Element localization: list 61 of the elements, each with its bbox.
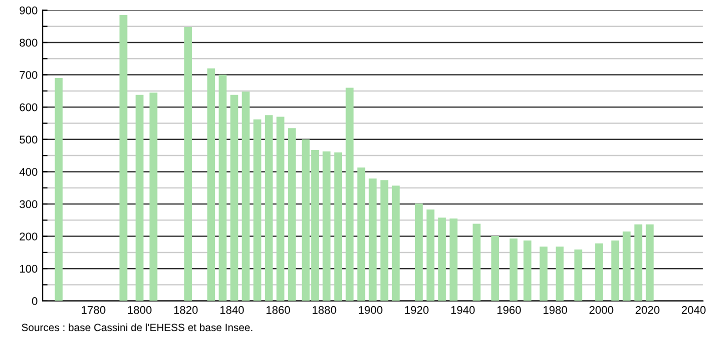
y-tick-label: 800 [20, 38, 38, 47]
bar [415, 204, 423, 301]
x-tick-label: 1960 [497, 306, 521, 314]
bar [392, 186, 400, 301]
y-tick-label: 200 [20, 232, 38, 240]
bar [426, 209, 434, 301]
y-tick-label: 700 [20, 71, 38, 79]
source-note: Sources : base Cassini de l'EHESS et base Insee. [22, 323, 252, 332]
x-tick-label: 1820 [174, 306, 198, 314]
bar [346, 88, 354, 301]
bar [595, 243, 603, 301]
bar [207, 68, 216, 301]
bar [438, 218, 446, 301]
x-tick-label: 2020 [636, 306, 660, 314]
y-tick-label: 400 [19, 168, 38, 176]
bar [540, 246, 548, 301]
bar [54, 78, 63, 301]
x-tick-label: 1940 [451, 306, 475, 314]
bar [136, 94, 144, 301]
bar [380, 180, 388, 301]
bar [288, 128, 296, 301]
bar [149, 92, 158, 301]
y-tick-label: 100 [20, 264, 38, 273]
y-tick-label: 500 [20, 136, 38, 144]
bar [622, 231, 631, 301]
x-tick-label: 1840 [220, 306, 244, 314]
bar [119, 15, 128, 301]
x-tick-label: 1920 [405, 306, 429, 314]
y-tick-label: 0 [32, 297, 38, 306]
bar [230, 94, 238, 301]
x-tick-label: 1860 [266, 306, 290, 314]
x-tick-label: 1900 [358, 306, 382, 314]
bar [491, 236, 500, 301]
bar [322, 151, 330, 301]
bar [556, 246, 564, 301]
bar [611, 240, 620, 301]
x-tick-label: 1880 [312, 306, 336, 314]
x-tick-label: 1980 [544, 306, 568, 314]
bar [334, 152, 342, 301]
bar [524, 240, 532, 301]
x-tick-label: 1780 [82, 306, 106, 314]
bar [184, 26, 192, 301]
bar [450, 218, 458, 301]
bar [242, 92, 250, 301]
y-tick-label: 300 [20, 200, 38, 208]
bar [357, 168, 366, 301]
bar [253, 119, 262, 301]
x-tick-label: 1800 [128, 306, 152, 314]
bar [264, 115, 273, 301]
x-tick-label: 2000 [590, 306, 614, 314]
y-tick-label: 600 [20, 103, 38, 112]
bar [368, 178, 377, 301]
bar [646, 224, 654, 301]
bar [218, 74, 227, 301]
bar [574, 250, 582, 301]
x-tick-label: 2040 [682, 306, 706, 314]
bar [276, 116, 284, 301]
bar [472, 224, 481, 301]
bar [510, 238, 518, 301]
bar [634, 224, 642, 301]
y-tick-label: 900 [20, 6, 38, 14]
